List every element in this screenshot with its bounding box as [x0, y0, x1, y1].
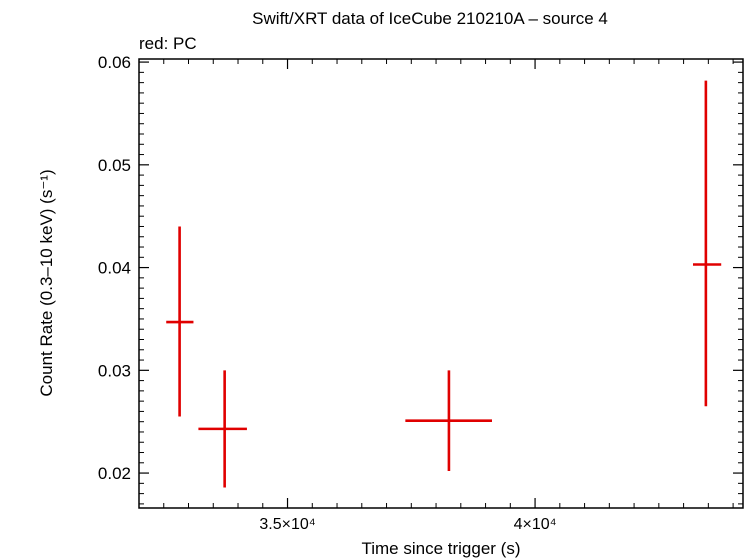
data-point	[166, 226, 194, 417]
data-point	[405, 370, 492, 472]
x-tick-label: 4×10⁴	[514, 516, 557, 533]
chart-subtitle: red: PC	[139, 34, 197, 53]
x-tick-label: 3.5×10⁴	[259, 516, 315, 533]
y-tick-label: 0.05	[98, 156, 131, 175]
axis-tick-labels: 0.02 0.03 0.04 0.05 0.06 3.5×10⁴ 4×10⁴	[98, 53, 557, 533]
data-points	[166, 80, 722, 488]
y-tick-label: 0.03	[98, 361, 131, 380]
chart-title: Swift/XRT data of IceCube 210210A – sour…	[252, 9, 608, 28]
data-point	[198, 370, 247, 488]
x-axis-label: Time since trigger (s)	[361, 539, 520, 558]
data-point	[692, 80, 722, 407]
y-tick-label: 0.02	[98, 464, 131, 483]
axis-ticks	[139, 59, 743, 508]
y-tick-label: 0.06	[98, 53, 131, 72]
y-axis-label: Count Rate (0.3–10 keV) (s⁻¹)	[37, 169, 56, 396]
y-tick-label: 0.04	[98, 259, 131, 278]
plot-frame	[138, 58, 744, 509]
